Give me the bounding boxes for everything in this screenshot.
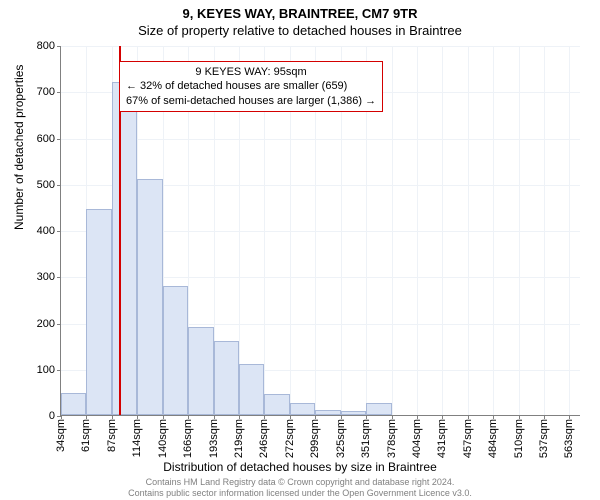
histogram-bar (341, 411, 366, 415)
x-tick-label: 246sqm (258, 415, 270, 458)
gridline-v (468, 46, 469, 415)
histogram-bar (163, 286, 188, 416)
gridline-v (544, 46, 545, 415)
x-axis-label: Distribution of detached houses by size … (0, 460, 600, 474)
footer-attribution: Contains HM Land Registry data © Crown c… (0, 477, 600, 498)
histogram-bar (315, 410, 340, 415)
x-tick-label: 484sqm (487, 415, 499, 458)
y-tick-label: 600 (37, 133, 61, 145)
y-tick-label: 400 (37, 225, 61, 237)
histogram-bar (188, 327, 213, 415)
y-tick-label: 100 (37, 364, 61, 376)
x-tick-label: 457sqm (462, 415, 474, 458)
x-tick-label: 404sqm (411, 415, 423, 458)
footer-line-1: Contains HM Land Registry data © Crown c… (0, 477, 600, 487)
x-tick-label: 431sqm (436, 415, 448, 458)
info-box: 9 KEYES WAY: 95sqm← 32% of detached hous… (119, 61, 383, 112)
x-tick-label: 351sqm (360, 415, 372, 458)
y-tick-label: 300 (37, 271, 61, 283)
gridline-h (61, 139, 580, 140)
info-box-line: 9 KEYES WAY: 95sqm (126, 65, 376, 79)
histogram-bar (366, 403, 391, 415)
x-tick-label: 34sqm (55, 415, 67, 452)
histogram-bar (137, 179, 162, 415)
x-tick-label: 563sqm (563, 415, 575, 458)
x-tick-label: 378sqm (386, 415, 398, 458)
x-tick-label: 166sqm (182, 415, 194, 458)
y-tick-label: 700 (37, 86, 61, 98)
x-tick-label: 193sqm (208, 415, 220, 458)
histogram-bar (112, 82, 137, 415)
histogram-bar (86, 209, 111, 415)
y-axis-label: Number of detached properties (12, 65, 26, 230)
info-box-line: ← 32% of detached houses are smaller (65… (126, 79, 376, 93)
footer-line-2: Contains public sector information licen… (0, 488, 600, 498)
histogram-bar (239, 364, 264, 415)
page-title: 9, KEYES WAY, BRAINTREE, CM7 9TR (0, 0, 600, 21)
x-tick-label: 299sqm (309, 415, 321, 458)
histogram-bar (61, 393, 86, 415)
gridline-v (519, 46, 520, 415)
chart-plot-area: 010020030040050060070080034sqm61sqm87sqm… (60, 46, 580, 416)
x-tick-label: 219sqm (233, 415, 245, 458)
gridline-v (417, 46, 418, 415)
x-tick-label: 140sqm (157, 415, 169, 458)
y-tick-label: 800 (37, 40, 61, 52)
gridline-v (442, 46, 443, 415)
x-tick-label: 114sqm (131, 415, 143, 457)
gridline-v (569, 46, 570, 415)
gridline-v (392, 46, 393, 415)
x-tick-label: 87sqm (106, 415, 118, 452)
gridline-h (61, 46, 580, 47)
page-subtitle: Size of property relative to detached ho… (0, 21, 600, 38)
x-tick-label: 537sqm (538, 415, 550, 458)
y-tick-label: 200 (37, 318, 61, 330)
x-tick-label: 272sqm (284, 415, 296, 458)
x-tick-label: 325sqm (335, 415, 347, 458)
y-tick-label: 500 (37, 179, 61, 191)
histogram-bar (214, 341, 239, 415)
histogram-bar (264, 394, 289, 415)
gridline-v (493, 46, 494, 415)
x-tick-label: 510sqm (513, 415, 525, 458)
info-box-line: 67% of semi-detached houses are larger (… (126, 94, 376, 108)
x-tick-label: 61sqm (80, 415, 92, 452)
histogram-bar (290, 403, 315, 415)
